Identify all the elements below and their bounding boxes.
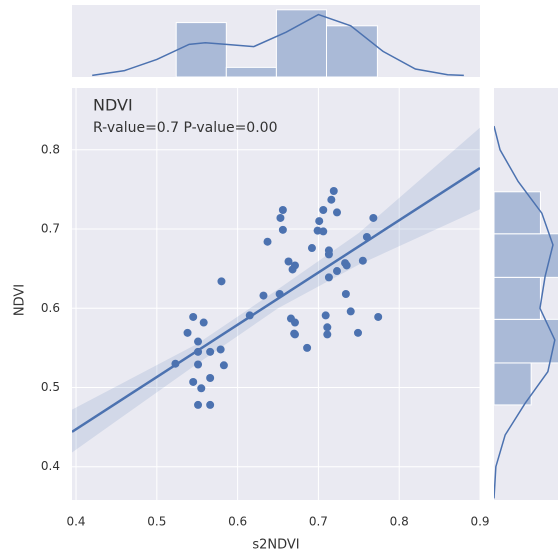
y-tick-label: 0.6 [41, 301, 60, 315]
bar [494, 191, 541, 235]
point [276, 213, 285, 222]
point [194, 400, 203, 409]
y-tick-label: 0.8 [41, 142, 60, 156]
point [183, 328, 192, 337]
title: NDVI [93, 96, 133, 115]
point [346, 307, 355, 316]
y-tick-label: 0.7 [41, 222, 60, 236]
x-tick-label: 0.9 [470, 515, 489, 529]
right-plot [494, 125, 558, 499]
bar [275, 9, 327, 78]
point [259, 291, 268, 300]
y-tick-label: 0.5 [41, 380, 60, 394]
bar [494, 276, 541, 320]
point [321, 311, 330, 320]
point [329, 187, 338, 195]
y-tick-label: 0.4 [41, 459, 60, 473]
top-plot [92, 9, 464, 78]
point [263, 237, 272, 246]
point [307, 244, 316, 253]
point [341, 290, 350, 298]
point [216, 345, 225, 354]
bar [225, 66, 277, 78]
point [319, 206, 328, 215]
point [206, 373, 215, 382]
x-axis-label: s2NDVI [252, 538, 299, 553]
point [342, 261, 351, 270]
point [332, 208, 341, 217]
x-tick-label: 0.8 [390, 515, 409, 529]
point [290, 330, 299, 339]
main-plot [72, 88, 480, 500]
point [284, 257, 293, 266]
y-axis-label: NDVI [13, 284, 28, 316]
point [189, 312, 198, 321]
point [303, 343, 312, 352]
point [219, 361, 228, 370]
point [315, 217, 324, 226]
point [278, 225, 287, 234]
bar [494, 233, 558, 278]
labels: NDVI R-value=0.7 P-value=0.00 s2NDVI NDV… [13, 96, 490, 553]
point [206, 400, 215, 409]
x-tick-label: 0.7 [309, 515, 328, 529]
point [290, 318, 299, 327]
x-tick-label: 0.5 [147, 515, 166, 529]
point [324, 273, 333, 282]
point [369, 213, 378, 222]
point [290, 261, 299, 270]
point [206, 347, 215, 356]
bar [494, 362, 532, 406]
point [323, 323, 332, 332]
regression-line [72, 166, 480, 433]
point [327, 195, 336, 204]
point [194, 360, 203, 369]
point [323, 330, 332, 339]
point [319, 227, 328, 236]
point [354, 328, 363, 337]
point [324, 250, 333, 259]
kde-line [92, 13, 464, 77]
confidence-band [72, 127, 480, 453]
x-tick-label: 0.6 [228, 515, 247, 529]
point [189, 377, 198, 386]
bar [175, 22, 227, 78]
point [217, 277, 226, 286]
subtitle: R-value=0.7 P-value=0.00 [93, 120, 277, 136]
kde-line [494, 125, 556, 499]
point [194, 337, 203, 346]
point [332, 267, 341, 276]
point [199, 318, 208, 327]
point [358, 256, 367, 265]
bar [325, 25, 378, 78]
point [374, 312, 383, 321]
point [278, 206, 287, 215]
point [197, 384, 206, 393]
x-tick-label: 0.4 [66, 515, 85, 529]
